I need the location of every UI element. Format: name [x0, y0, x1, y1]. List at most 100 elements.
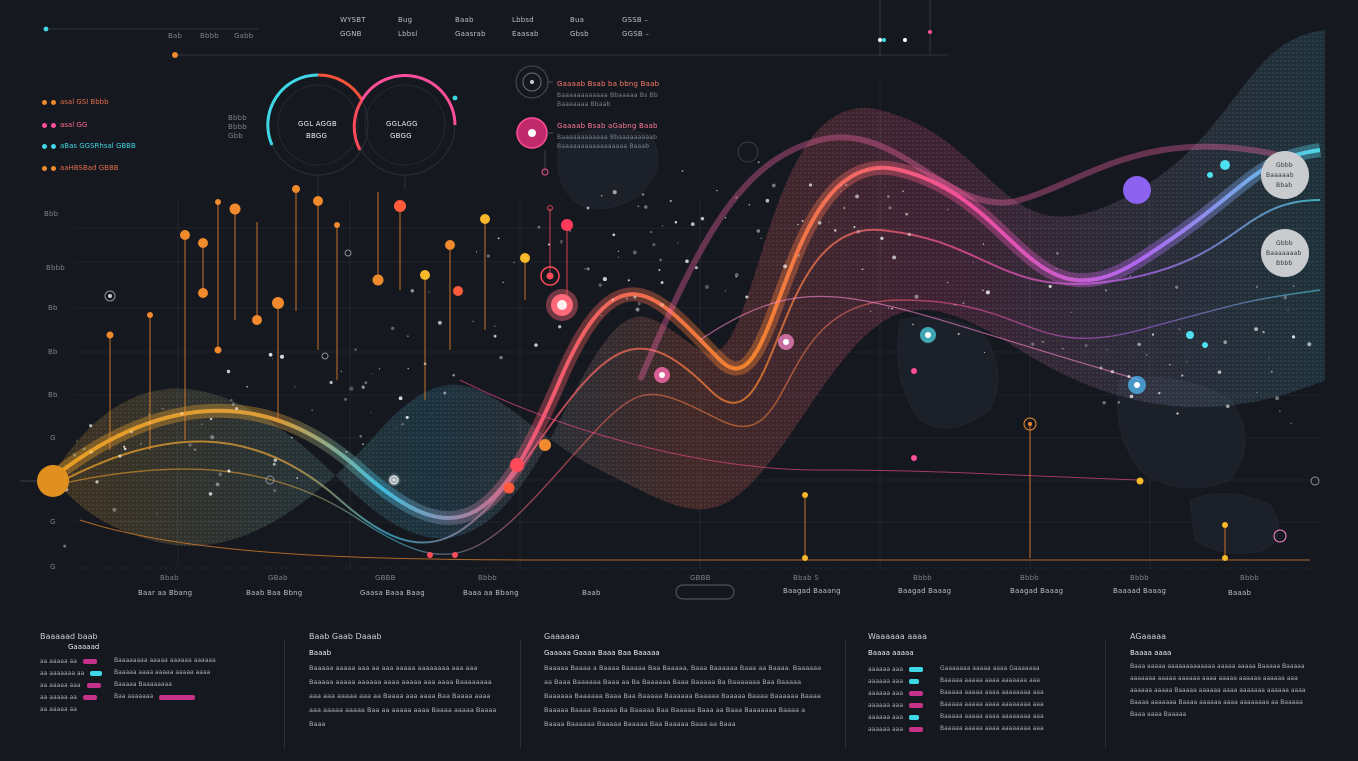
sparkle-dot	[957, 332, 960, 336]
y-label-5: Bb	[48, 391, 58, 399]
panel-summary-notes: Baaaaaaaa aaaaa aaaaaa aaaaaa Baaaaa aaa…	[114, 655, 270, 715]
divider	[1105, 640, 1106, 748]
header-col2-b: Lbbsl	[398, 30, 418, 38]
note-line: Baaaaa aaaaa aaaa aaaaaaaa aaa	[940, 713, 1044, 720]
note-line: Baaaaa aaaa aaaaa aaaaa aaaa	[114, 669, 211, 676]
sparkle-dot	[534, 343, 538, 347]
start-node	[20, 465, 69, 497]
ring-side-3: Gbb	[228, 132, 243, 140]
sparkle-dot	[430, 413, 432, 415]
sparkle-dot	[89, 424, 93, 428]
bar-row-label: aaaaaa aaa	[868, 725, 903, 733]
sparkle-dot	[586, 206, 590, 210]
bubble-2-l3: Bbbb	[1276, 260, 1293, 267]
sparkle-dot	[685, 259, 689, 263]
bar-row-label: aa aaaaa aa	[40, 657, 77, 665]
sparkle-dot	[218, 472, 223, 477]
ring-left-line2: BBGG	[306, 132, 328, 140]
sparkle-dot	[1084, 344, 1088, 347]
y-label-6: G	[50, 434, 56, 442]
sparkle-dot	[1268, 357, 1270, 360]
header-tick-3: Gabb	[234, 32, 254, 40]
note-line: Baaaaa aaaaa aaaa aaaaaaaa aaa	[940, 689, 1044, 696]
sparkle-dot	[652, 243, 656, 247]
x-label-10: Baaab	[1228, 589, 1252, 597]
header-col3-a: Baab	[455, 16, 474, 24]
bar	[90, 670, 103, 676]
sparkle-dot	[361, 385, 365, 389]
legend-item-1[interactable]: asal GSl Bbbb	[42, 98, 109, 106]
callout-icons	[515, 65, 553, 176]
sparkle-dot	[1254, 327, 1259, 332]
header-tick-2: Bbbb	[200, 32, 219, 40]
sparkle-dot	[735, 196, 738, 199]
sparkle-dot	[861, 268, 864, 271]
ring-pair	[266, 73, 458, 205]
bar-row: aa aaaaa aa	[40, 703, 106, 715]
sparkle-dot	[983, 352, 986, 354]
legend-item-2[interactable]: asal GG	[42, 121, 87, 129]
sparkle-dot	[1117, 401, 1120, 404]
x-axis-pill[interactable]	[675, 584, 735, 600]
panel-summary-bars: aa aaaaa aa aa aaaaaaa aa aa aaaaa aaa a…	[40, 655, 106, 715]
sparkle-dot	[1175, 285, 1179, 289]
sparkle-dot	[765, 198, 770, 203]
legend-item-4[interactable]: aaHBSBad GBBB	[42, 164, 119, 172]
sparkle-dot	[907, 232, 912, 237]
panel-notes-b-sub: Gaaaaa Gaaaa Baaa Baa Baaaaa	[544, 649, 660, 657]
lollipop-markers	[106, 185, 1228, 561]
divider	[284, 640, 285, 748]
sparkle-dot	[162, 408, 164, 410]
sparkle-dot	[888, 206, 892, 210]
sparkle-dot	[1048, 284, 1052, 288]
sparkle-dot	[946, 208, 949, 211]
sparkle-dot	[1185, 361, 1188, 363]
note-line: Baaaaaaaa aaaaa aaaaaa aaaaaa	[114, 657, 216, 664]
sparkle-dot	[148, 422, 151, 424]
bar	[86, 682, 101, 688]
panel-notes-a-text: Baaaaa aaaaa aaa aa aaa aaaaa aaaaaaaa a…	[309, 664, 497, 728]
sparkle-dot	[1042, 340, 1044, 343]
legend-dot	[51, 99, 56, 105]
sparkle-dot	[344, 397, 348, 401]
bar-row-label: aa aaaaa aa	[40, 693, 77, 701]
x-tick-1: Bbab	[160, 574, 179, 582]
sparkle-dot	[280, 354, 284, 359]
header-col3-b: Gaasrab	[455, 30, 486, 38]
sparkle-dot	[1178, 328, 1181, 331]
sparkle-dot	[423, 362, 427, 366]
sparkle-dot	[828, 221, 830, 224]
bar-row-label: aaaaaa aaa	[868, 689, 903, 697]
panel-breakdown-title: Waaaaaa aaaa	[868, 632, 927, 641]
sparkle-dot	[118, 454, 122, 458]
header-col6-b: GGSB –	[622, 30, 650, 38]
sparkle-dot	[1291, 335, 1296, 339]
legend-item-3[interactable]: aBas GGSRhsal GBBB	[42, 142, 136, 150]
legend-dot	[42, 99, 47, 105]
sparkle-dot	[268, 352, 273, 357]
x-label-5: Baab	[582, 589, 601, 597]
sparkle-dot	[853, 226, 856, 228]
bar-row-label: aa aaaaa aaa	[40, 681, 81, 689]
sparkle-dot	[912, 323, 914, 326]
header-tick-1: Bab	[168, 32, 183, 40]
sparkle-dot	[801, 220, 804, 222]
callout-2-sub1: Baaaaaaaaaaaa Bbaaaaaaaaab	[557, 134, 658, 141]
sparkle-dot	[870, 310, 872, 313]
sparkle-dot	[1226, 404, 1230, 408]
sparkle-dot	[230, 398, 233, 402]
sparkle-dot	[537, 225, 541, 229]
sparkle-dot	[757, 161, 760, 164]
sparkle-dot	[658, 268, 661, 271]
y-label-7: G	[50, 518, 56, 526]
legend-dot	[51, 165, 56, 171]
x-tick-7: Bbbb	[913, 574, 932, 582]
sparkle-dot	[401, 423, 404, 426]
sparkle-dot	[227, 469, 231, 473]
sparkle-dot	[612, 190, 617, 195]
x-label-7: Baagad Baaag	[898, 587, 952, 595]
panel-notes-c: AGaaaaa Baaaa aaaa Baaa aaaaa aaaaaaaaaa…	[1130, 632, 1320, 750]
sparkle-dot	[617, 256, 619, 258]
sparkle-dot	[783, 264, 788, 269]
